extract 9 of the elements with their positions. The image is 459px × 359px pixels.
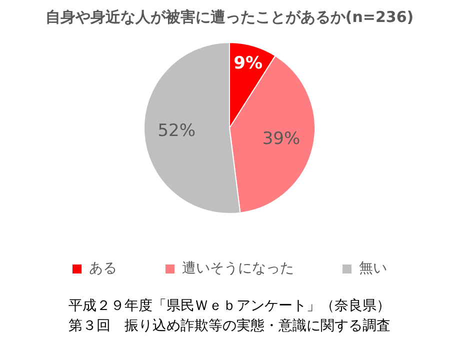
chart-title: 自身や身近な人が被害に遭ったことがあるか(n=236) (44, 8, 415, 27)
text: 第３回 振り込め詐欺等の実態・意識に関する調査 (68, 317, 392, 336)
text: 平成２９年度「県民Ｗｅｂアンケート」（奈良県） (68, 297, 392, 316)
data-label: 39% (262, 128, 300, 149)
legend-label: 遭いそうになった (182, 260, 294, 277)
legend-label: 無い (359, 260, 387, 277)
data-label: 9% (234, 53, 263, 74)
legend-label: ある (89, 260, 117, 277)
data-label: 52% (158, 120, 196, 141)
